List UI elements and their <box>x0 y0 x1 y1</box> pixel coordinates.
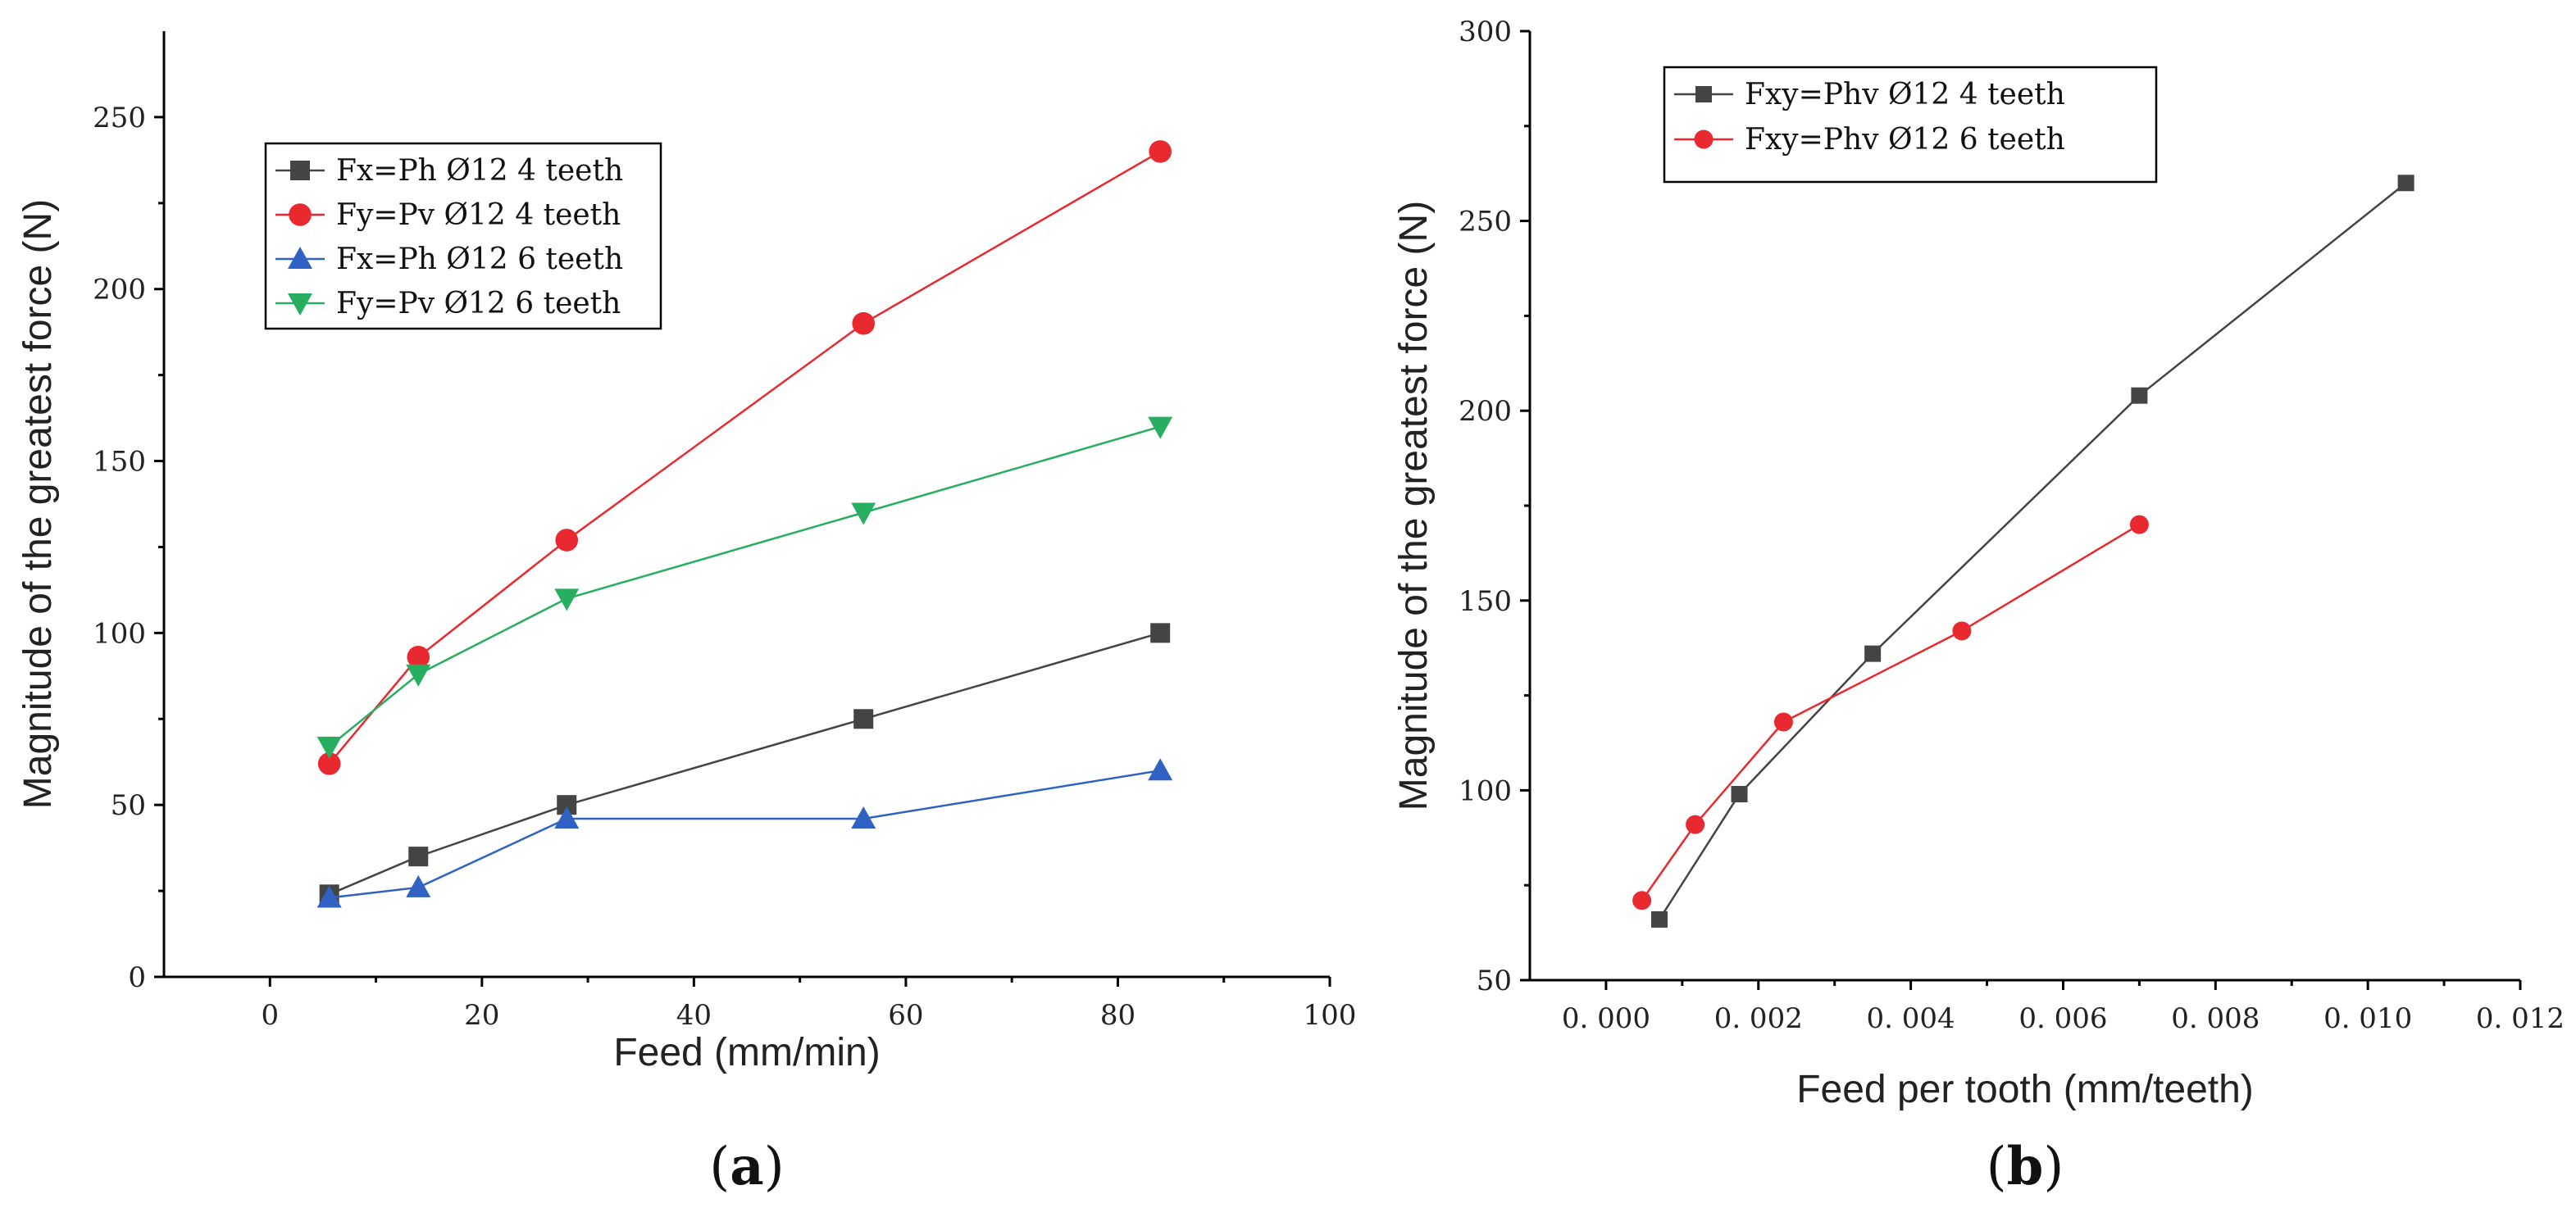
data-point <box>555 529 579 552</box>
series-line <box>329 632 1161 896</box>
x-tick-label: 80 <box>1100 999 1136 1032</box>
data-point <box>2131 387 2148 404</box>
y-tick-label: 100 <box>1459 774 1512 807</box>
y-tick-label: 150 <box>93 446 146 479</box>
legend-entry-label: Fy=Pv Ø12 4 teeth <box>336 198 621 232</box>
data-point <box>852 311 875 335</box>
data-point <box>1150 623 1171 643</box>
data-point <box>1773 712 1793 732</box>
x-tick-label: 60 <box>888 999 923 1032</box>
x-tick-label: 0. 002 <box>1714 1002 1803 1035</box>
y-tick-label: 300 <box>1459 16 1512 48</box>
x-tick-label: 0 <box>261 999 279 1032</box>
data-point <box>1731 786 1748 803</box>
legend-entry-label: Fx=Ph Ø12 4 teeth <box>336 154 623 188</box>
panel-label-letter: b <box>2007 1136 2044 1197</box>
data-point <box>851 806 876 829</box>
series-line <box>329 769 1161 899</box>
data-point <box>1864 645 1882 662</box>
y-tick-label: 150 <box>1459 585 1512 618</box>
data-point <box>406 664 431 687</box>
series-line <box>1658 182 2407 920</box>
panel-label-open-paren: ( <box>1987 1137 2007 1197</box>
x-axis-title: Feed per tooth (mm/teeth) <box>1796 1068 2254 1111</box>
y-tick-label: 200 <box>1459 395 1512 428</box>
data-point <box>853 709 874 729</box>
data-point <box>1148 416 1173 439</box>
data-point <box>1148 758 1173 781</box>
chart-panel-a: 0 50 100 150 200 250 0 20 40 60 80 100 Feed (mm/min)… <box>16 31 1356 1197</box>
x-tick-label: 0. 004 <box>1867 1002 1955 1035</box>
data-point <box>1650 910 1668 928</box>
panel-label-open-paren: ( <box>709 1137 730 1197</box>
x-tick-label: 0. 000 <box>1562 1002 1650 1035</box>
y-tick-label: 200 <box>93 274 146 307</box>
legend-marker <box>1695 86 1712 102</box>
data-point <box>1149 140 1172 163</box>
data-point <box>1686 815 1705 834</box>
legend-marker <box>288 293 312 316</box>
legend-marker <box>288 247 312 269</box>
y-tick-label: 50 <box>1477 965 1512 997</box>
legend-marker <box>289 203 312 226</box>
data-point <box>851 502 876 525</box>
panel-label-close-paren: ) <box>764 1137 785 1197</box>
x-tick-label: 100 <box>1304 999 1357 1032</box>
legend-entry-label: Fxy=Phv Ø12 6 teeth <box>1745 123 2065 157</box>
panel-label: (b) <box>1987 1136 2064 1197</box>
y-axis-title: Magnitude of the greatest force (N) <box>1392 201 1436 811</box>
x-tick-label: 0. 008 <box>2171 1002 2260 1035</box>
y-tick-label: 50 <box>111 789 146 822</box>
x-axis-title: Feed (mm/min) <box>613 1031 880 1074</box>
panel-label-letter: a <box>730 1136 763 1197</box>
x-tick-label: 20 <box>464 999 499 1032</box>
legend-entry-label: Fy=Pv Ø12 6 teeth <box>336 287 621 320</box>
legend-box <box>264 142 662 330</box>
chart-panel-b: 50 100 150 200 250 300 0. 000 0. 002 0. 004 0. 00… <box>1392 16 2565 1197</box>
data-point <box>1632 891 1652 910</box>
data-point <box>1952 621 1972 641</box>
x-tick-label: 40 <box>676 999 712 1032</box>
legend-entry-label: Fx=Ph Ø12 6 teeth <box>336 243 623 276</box>
panel-label: (a) <box>709 1136 784 1197</box>
y-axis-title: Magnitude of the greatest force (N) <box>16 199 60 809</box>
legend-marker <box>290 161 310 180</box>
data-point <box>407 645 430 669</box>
y-tick-label: 250 <box>93 102 146 134</box>
y-tick-label: 100 <box>93 617 146 650</box>
data-point <box>2129 515 2149 534</box>
data-point <box>316 736 342 759</box>
series-line <box>328 425 1161 747</box>
x-tick-label: 0. 010 <box>2323 1002 2412 1035</box>
legend-entry-label: Fxy=Phv Ø12 4 teeth <box>1745 78 2065 111</box>
legend-box <box>1663 66 2158 184</box>
data-point <box>317 752 341 775</box>
panel-label-close-paren: ) <box>2043 1137 2064 1197</box>
data-point <box>554 588 580 611</box>
x-tick-label: 0. 006 <box>2018 1002 2107 1035</box>
series-line <box>1641 524 2141 901</box>
data-point <box>406 874 431 897</box>
legend-marker <box>1694 129 1714 149</box>
data-point <box>408 847 429 867</box>
y-tick-label: 0 <box>128 961 146 994</box>
data-point <box>2397 175 2414 192</box>
y-tick-label: 250 <box>1459 206 1512 238</box>
data-point <box>554 806 580 829</box>
data-point <box>316 885 342 908</box>
x-tick-label: 0. 012 <box>2476 1002 2565 1035</box>
